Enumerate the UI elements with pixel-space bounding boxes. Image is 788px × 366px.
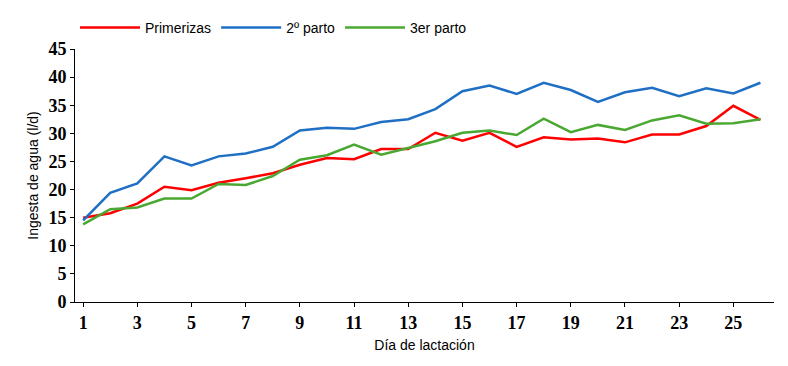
svg-text:25: 25	[48, 152, 66, 172]
svg-text:9: 9	[295, 313, 304, 333]
svg-text:3: 3	[133, 313, 142, 333]
svg-text:25: 25	[724, 313, 742, 333]
svg-text:19: 19	[562, 313, 580, 333]
svg-text:0: 0	[57, 292, 66, 312]
svg-text:17: 17	[508, 313, 526, 333]
svg-text:1: 1	[79, 313, 88, 333]
svg-text:40: 40	[48, 67, 66, 87]
svg-text:15: 15	[453, 313, 471, 333]
svg-text:5: 5	[57, 264, 66, 284]
svg-text:21: 21	[616, 313, 634, 333]
svg-text:45: 45	[48, 39, 66, 59]
svg-text:13: 13	[399, 313, 417, 333]
svg-text:Día de lactación: Día de lactación	[374, 337, 474, 353]
svg-text:5: 5	[187, 313, 196, 333]
svg-text:3er parto: 3er parto	[410, 20, 466, 36]
svg-text:11: 11	[346, 313, 363, 333]
svg-text:10: 10	[48, 236, 66, 256]
svg-text:Primerizas: Primerizas	[145, 20, 211, 36]
svg-text:35: 35	[48, 96, 66, 116]
svg-text:30: 30	[48, 124, 66, 144]
svg-text:2º parto: 2º parto	[286, 20, 335, 36]
svg-text:Ingesta de agua (l/d): Ingesta de agua (l/d)	[25, 111, 41, 239]
svg-text:7: 7	[241, 313, 250, 333]
svg-text:23: 23	[670, 313, 688, 333]
svg-text:15: 15	[48, 208, 66, 228]
svg-text:20: 20	[48, 180, 66, 200]
